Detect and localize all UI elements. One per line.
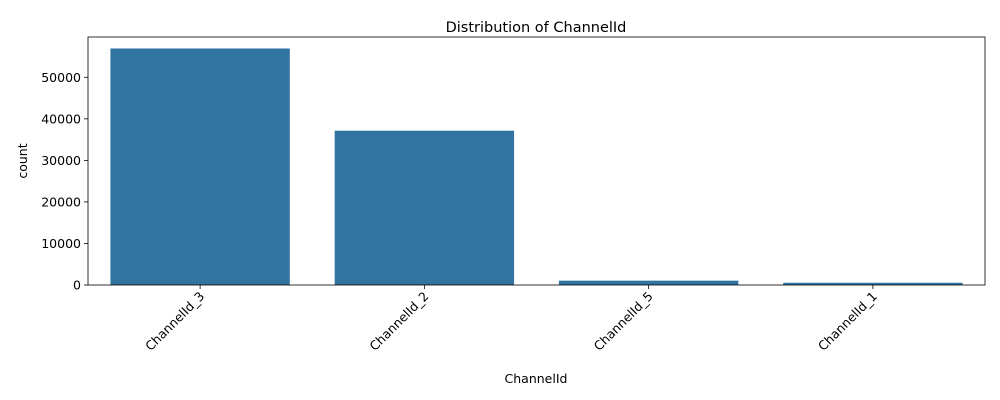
x-axis-ticks: ChannelId_3 ChannelId_2 ChannelId_5 Channel… — [142, 285, 880, 354]
x-tick-label: ChannelId_5 — [591, 289, 656, 354]
x-tick-label: ChannelId_3 — [142, 289, 207, 354]
x-axis-title: ChannelId — [505, 371, 568, 386]
bar-channelid-1 — [783, 282, 963, 285]
chart-title: Distribution of ChannelId — [446, 20, 627, 36]
y-tick-label: 10000 — [41, 236, 81, 251]
y-axis-ticks: 0 10000 20000 30000 40000 50000 — [41, 70, 88, 293]
y-tick-label: 50000 — [41, 70, 81, 85]
bar-channelid-5 — [558, 280, 739, 285]
bar-channelid-2 — [334, 130, 515, 285]
y-tick-label: 0 — [73, 278, 81, 293]
x-tick-label: ChannelId_2 — [366, 289, 431, 354]
y-axis-title: count — [15, 143, 30, 178]
x-tick-label: ChannelId_1 — [815, 289, 880, 354]
bars-group — [110, 48, 963, 285]
y-tick-label: 30000 — [41, 153, 81, 168]
y-tick-label: 20000 — [41, 194, 81, 209]
bar-channelid-3 — [110, 48, 290, 285]
plot-frame — [87, 36, 986, 286]
y-tick-label: 40000 — [41, 111, 81, 126]
